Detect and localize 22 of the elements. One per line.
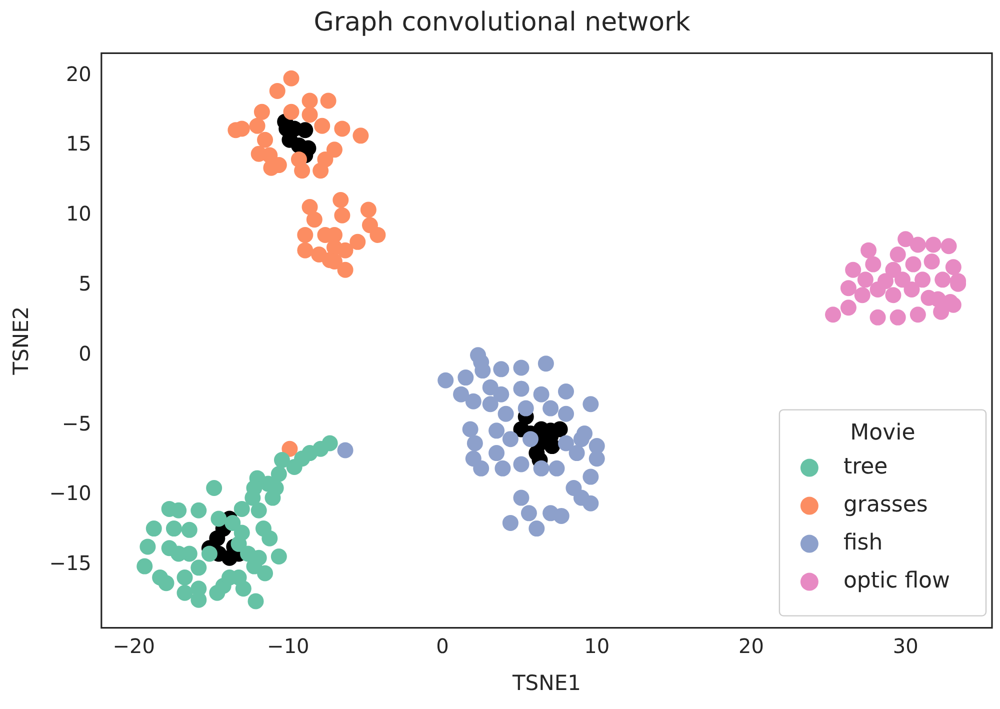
y-axis-title: TSNE2 bbox=[9, 306, 34, 376]
chart-title: Graph convolutional network bbox=[314, 7, 690, 38]
x-tick-label: 30 bbox=[892, 634, 918, 658]
y-tick-label: −10 bbox=[49, 481, 92, 506]
legend-label: fish bbox=[843, 530, 883, 556]
y-tick-label: −5 bbox=[62, 411, 92, 436]
y-tick-label: 5 bbox=[78, 271, 92, 296]
legend-label: optic flow bbox=[843, 568, 950, 594]
y-tick-label: 20 bbox=[66, 62, 92, 86]
x-tick-label: −10 bbox=[267, 634, 310, 658]
y-tick-label: 10 bbox=[66, 202, 92, 226]
x-tick-label: 0 bbox=[436, 634, 449, 658]
legend-label: grasses bbox=[843, 492, 928, 518]
legend-title: Movie bbox=[850, 420, 916, 446]
x-axis-title: TSNE1 bbox=[511, 670, 581, 695]
y-tick-label: 0 bbox=[78, 341, 92, 366]
x-tick-label: 10 bbox=[584, 634, 610, 658]
x-tick-label: −20 bbox=[112, 634, 155, 658]
y-tick-label: −15 bbox=[49, 551, 92, 576]
y-tick-label: 15 bbox=[66, 132, 92, 156]
x-tick-label: 20 bbox=[738, 634, 764, 658]
legend-label: tree bbox=[843, 454, 888, 480]
